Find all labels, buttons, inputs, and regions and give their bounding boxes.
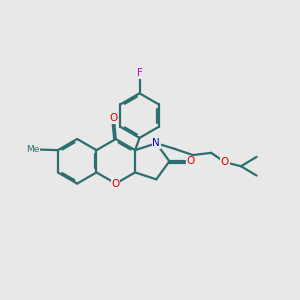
Text: O: O (112, 178, 120, 189)
Text: O: O (186, 156, 194, 166)
Text: Me: Me (26, 145, 40, 154)
Text: N: N (152, 138, 160, 148)
Text: O: O (110, 113, 118, 124)
Text: O: O (221, 157, 229, 167)
Text: F: F (136, 68, 142, 78)
